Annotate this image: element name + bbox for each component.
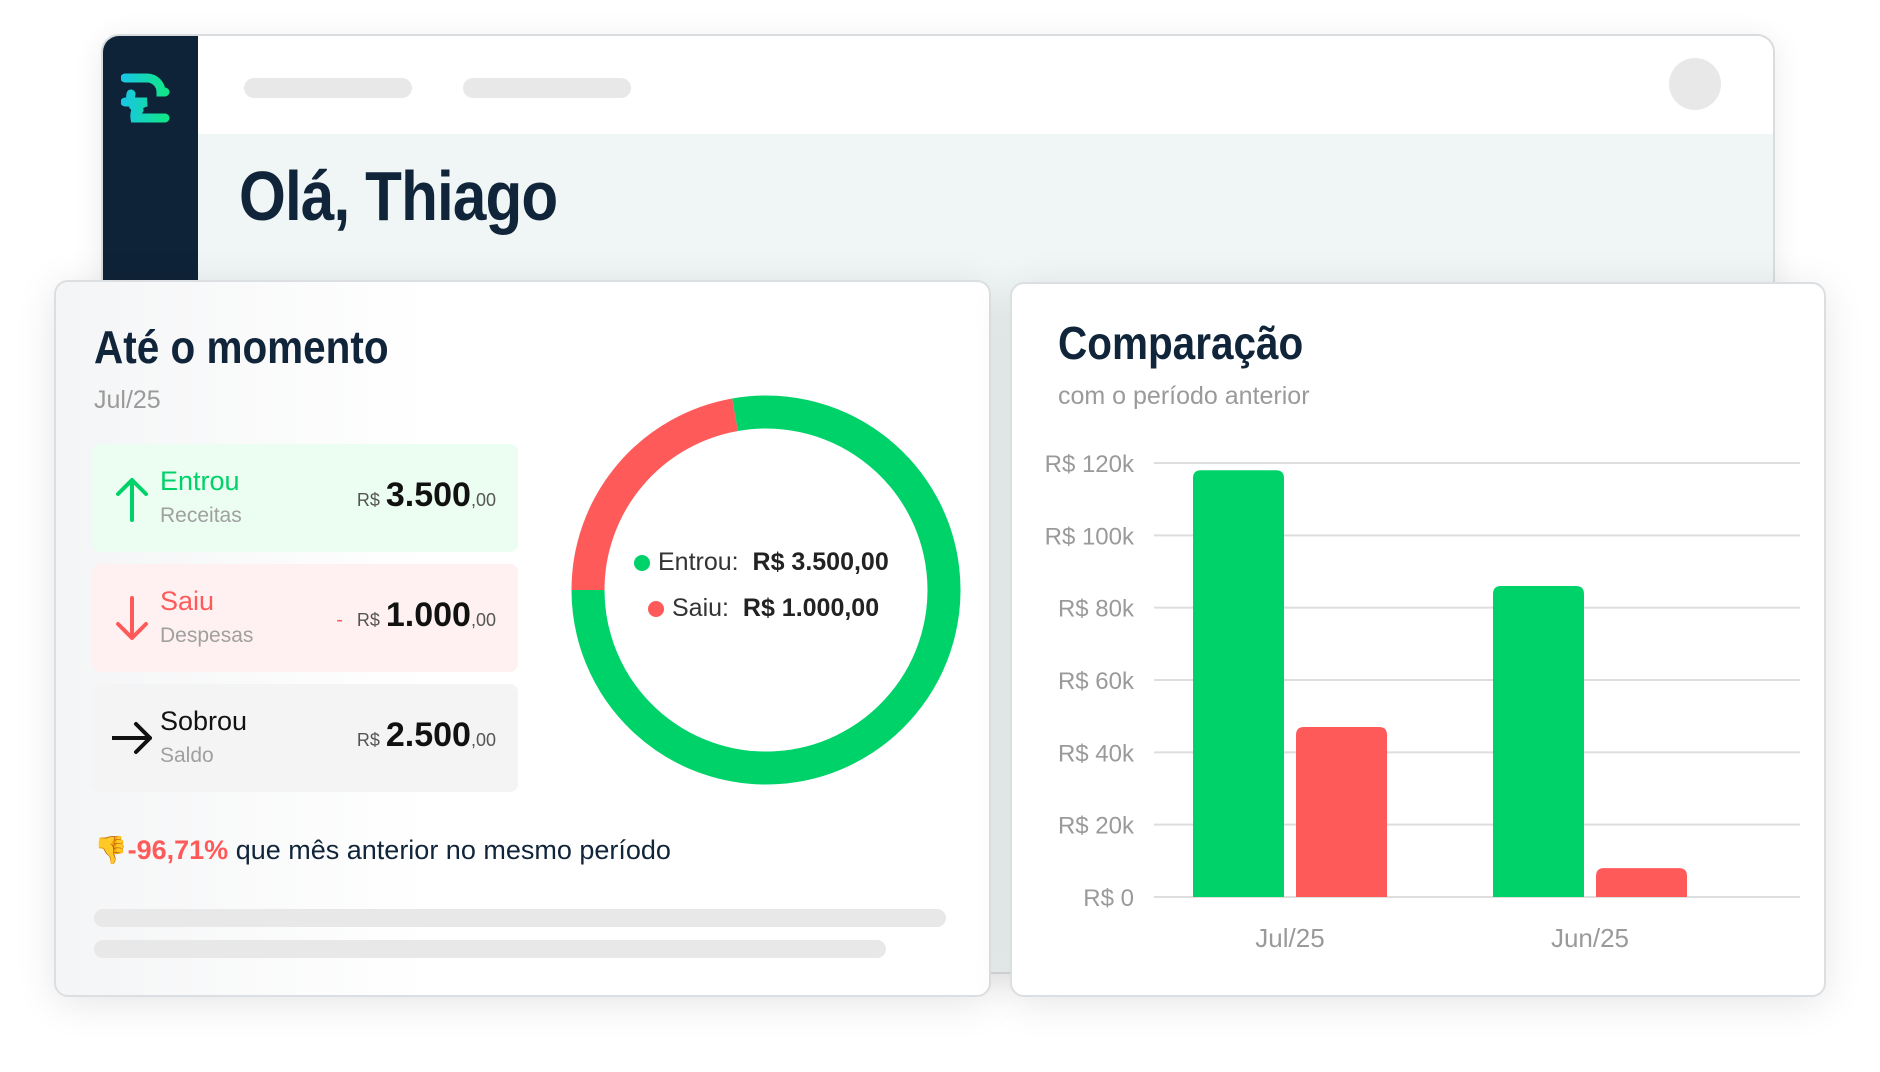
row-description: Despesas xyxy=(160,624,254,647)
content-placeholder xyxy=(94,940,886,958)
comparison-card: Comparação com o período anterior R$ 0 R$… xyxy=(1010,282,1826,997)
y-tick-label: R$ 80k xyxy=(1058,596,1135,623)
x-tick-label: Jul/25 xyxy=(1255,923,1324,953)
donut-legend-entrou: Entrou: R$ 3.500,00 xyxy=(634,548,889,577)
page-title: Olá, Thiago xyxy=(239,157,558,235)
nav-placeholder xyxy=(244,78,412,98)
summary-title: Até o momento xyxy=(94,321,389,373)
row-description: Saldo xyxy=(160,744,214,767)
legend-label: Entrou: xyxy=(658,548,739,576)
amount-value: 3.500 xyxy=(385,476,471,514)
summary-row-sobrou[interactable]: Sobrou Saldo R$ 2.500,00 xyxy=(92,684,518,792)
top-bar xyxy=(198,36,1773,134)
tip-percent: -96,71% xyxy=(127,835,229,865)
bar-chart: R$ 0 R$ 20k R$ 40k R$ 60k R$ 80k R$ 100k R$ 12… xyxy=(1045,451,1800,953)
amount-cents: ,00 xyxy=(470,730,496,750)
nav-placeholder xyxy=(463,78,631,98)
summary-row-saiu[interactable]: Saiu Despesas - R$ 1.000,00 xyxy=(92,564,518,672)
row-label: Entrou xyxy=(160,466,240,496)
bar-entrou-jul-25[interactable] xyxy=(1193,470,1284,897)
amount-cents: ,00 xyxy=(470,610,496,630)
row-amount: R$ 2.500,00 xyxy=(357,716,496,755)
currency: R$ xyxy=(356,610,380,630)
legend-value: R$ 1.000,00 xyxy=(742,594,880,622)
row-description: Receitas xyxy=(160,504,242,527)
y-tick-label: R$ 120k xyxy=(1045,451,1135,478)
comparison-title: Comparação xyxy=(1058,317,1304,369)
arrow-right-icon xyxy=(112,722,152,754)
logo-icon[interactable] xyxy=(121,72,171,126)
row-label: Saiu xyxy=(160,586,215,616)
currency: R$ xyxy=(356,730,380,750)
y-tick-label: R$ 0 xyxy=(1083,885,1134,912)
bar-saiu-jul-25[interactable] xyxy=(1296,727,1387,897)
legend-dot xyxy=(634,555,650,572)
thumbs-down-icon: 👎 xyxy=(94,835,128,865)
summary-period: Jul/25 xyxy=(94,386,161,414)
x-tick-label: Jun/25 xyxy=(1551,923,1629,953)
y-tick-label: R$ 60k xyxy=(1058,668,1135,695)
amount-cents: ,00 xyxy=(470,490,496,510)
summary-card: Até o momento Jul/25 Entrou Receitas R$ 3… xyxy=(54,280,991,997)
summary-row-entrou[interactable]: Entrou Receitas R$ 3.500,00 xyxy=(92,444,518,552)
row-label: Sobrou xyxy=(160,706,248,736)
avatar[interactable] xyxy=(1669,58,1721,110)
y-tick-label: R$ 100k xyxy=(1045,523,1135,550)
legend-dot xyxy=(648,601,664,618)
amount-value: 2.500 xyxy=(385,716,471,754)
amount-value: 1.000 xyxy=(385,596,471,634)
arrow-up-icon xyxy=(116,478,148,522)
row-amount: - R$ 1.000,00 xyxy=(336,596,496,635)
minus-sign: - xyxy=(336,609,343,631)
currency: R$ xyxy=(356,490,380,510)
bar-entrou-jun-25[interactable] xyxy=(1493,585,1584,897)
y-tick-label: R$ 40k xyxy=(1058,740,1135,767)
row-amount: R$ 3.500,00 xyxy=(357,476,496,515)
arrow-down-icon xyxy=(116,596,148,640)
y-tick-label: R$ 20k xyxy=(1058,813,1135,840)
donut-slice-saiu xyxy=(571,398,739,591)
content-placeholder xyxy=(94,909,946,927)
donut-slice-entrou xyxy=(571,395,961,785)
legend-value: R$ 3.500,00 xyxy=(752,548,889,576)
legend-label: Saiu: xyxy=(672,594,729,622)
donut-legend-saiu: Saiu: R$ 1.000,00 xyxy=(648,594,879,623)
bar-saiu-jun-25[interactable] xyxy=(1596,868,1687,897)
tip-text: que mês anterior no mesmo período xyxy=(228,835,671,865)
comparison-tip: 👎-96,71% que mês anterior no mesmo perío… xyxy=(94,834,671,866)
donut-chart xyxy=(571,395,961,785)
comparison-subtitle: com o período anterior xyxy=(1058,382,1310,410)
